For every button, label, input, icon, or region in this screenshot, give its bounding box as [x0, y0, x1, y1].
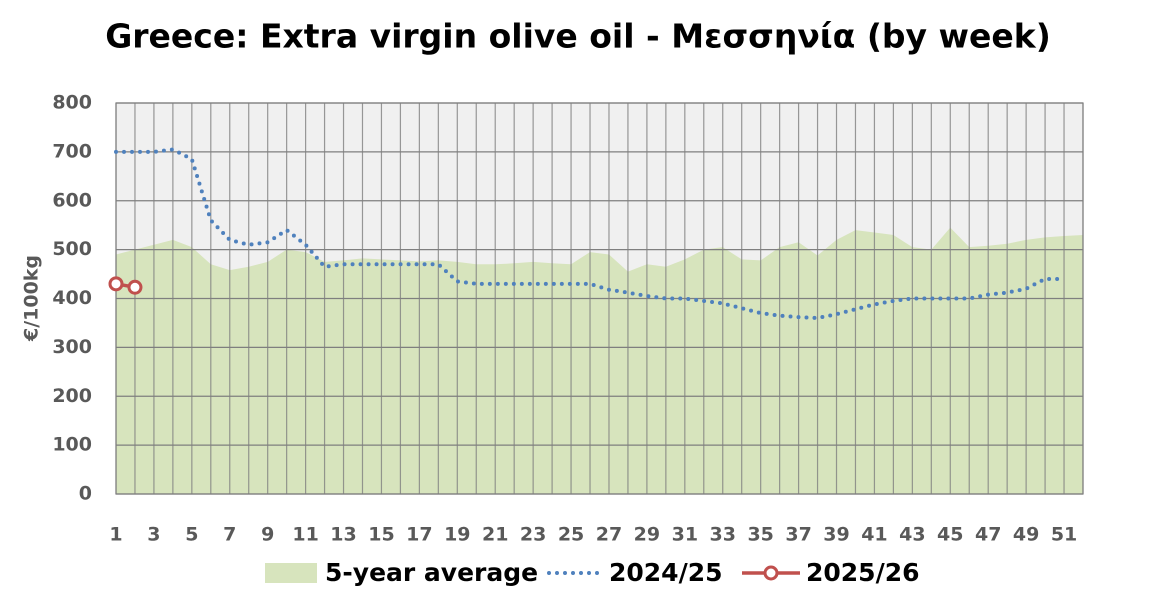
- x-tick-label: 5: [185, 524, 198, 546]
- x-tick-label: 39: [823, 524, 849, 546]
- x-tick-label: 49: [1013, 524, 1039, 546]
- legend-swatch: [265, 563, 317, 583]
- x-tick-label: 9: [261, 524, 274, 546]
- y-tick-label: 500: [52, 238, 92, 260]
- y-tick-label: 0: [79, 483, 92, 505]
- y-tick-label: 600: [52, 189, 92, 211]
- x-tick-label: 3: [147, 524, 160, 546]
- area: [116, 227, 1083, 494]
- x-tick-label: 27: [596, 524, 622, 546]
- x-tick-label: 29: [634, 524, 660, 546]
- x-tick-label: 37: [785, 524, 811, 546]
- legend-label: 5-year average: [325, 558, 538, 587]
- x-tick-label: 15: [368, 524, 394, 546]
- x-tick-label: 35: [747, 524, 773, 546]
- y-tick-label: 200: [52, 385, 92, 407]
- x-tick-label: 45: [937, 524, 963, 546]
- x-tick-label: 25: [558, 524, 584, 546]
- x-tick-label: 7: [223, 524, 236, 546]
- x-tick-label: 17: [406, 524, 432, 546]
- y-tick-label: 100: [52, 434, 92, 456]
- legend-item: 5-year average: [265, 558, 538, 587]
- x-tick-label: 19: [444, 524, 470, 546]
- x-tick-label: 31: [672, 524, 698, 546]
- legend-label: 2024/25: [609, 558, 723, 587]
- x-tick-label: 21: [482, 524, 508, 546]
- x-tick-label: 1: [109, 524, 122, 546]
- marker: [127, 279, 143, 295]
- x-tick-label: 13: [330, 524, 356, 546]
- y-tick-label: 800: [52, 92, 92, 114]
- chart-title: Greece: Extra virgin olive oil - Μεσσηνί…: [105, 17, 1051, 56]
- line: [114, 147, 1067, 321]
- x-tick-label: 11: [292, 524, 318, 546]
- x-tick-label: 51: [1051, 524, 1077, 546]
- legend-label: 2025/26: [806, 558, 920, 587]
- y-tick-label: 400: [52, 287, 92, 309]
- x-tick-label: 43: [899, 524, 925, 546]
- y-tick-label: 700: [52, 140, 92, 162]
- marker: [108, 276, 124, 292]
- plot-border: [115, 102, 1084, 495]
- legend-item: 2025/26: [742, 558, 920, 587]
- legend-item: 2024/25: [547, 558, 723, 587]
- x-tick-label: 33: [710, 524, 736, 546]
- x-tick-label: 41: [861, 524, 887, 546]
- legend-swatch: [763, 565, 779, 581]
- x-tick-label: 47: [975, 524, 1001, 546]
- y-axis-label: €/100kg: [21, 255, 43, 342]
- x-tick-label: 23: [520, 524, 546, 546]
- y-tick-label: 300: [52, 336, 92, 358]
